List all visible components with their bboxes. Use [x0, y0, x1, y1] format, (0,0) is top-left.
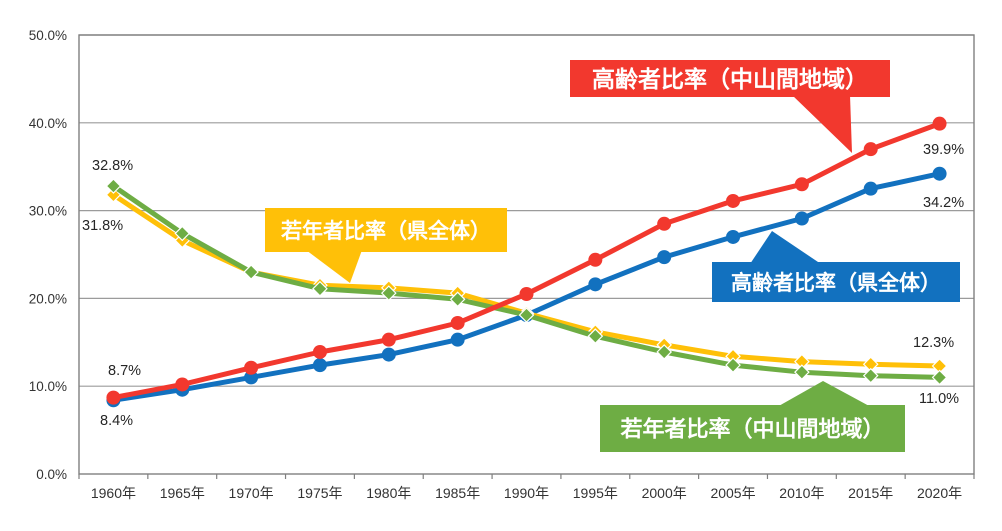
x-axis-label: 2000年: [642, 485, 687, 501]
callout-young-prefecture-pointer: [306, 250, 362, 283]
marker-elderly-ratio-chusankan: [450, 315, 465, 330]
callout-elderly-prefecture-pointer: [750, 231, 821, 264]
marker-elderly-ratio-chusankan: [244, 360, 259, 375]
plot-border: [78, 34, 975, 475]
marker-young-ratio-chusankan: [105, 178, 122, 194]
x-axis-label: 1960年: [91, 485, 136, 501]
marker-young-ratio-chusankan: [312, 280, 328, 297]
x-axis-label: 1980年: [366, 485, 411, 501]
data-label: 11.0%: [919, 391, 959, 407]
callout-elderly-chusankan-box: [570, 60, 890, 97]
marker-elderly-ratio-chusankan: [106, 390, 121, 405]
callout-young-chusankan-pointer: [777, 381, 871, 407]
marker-elderly-ratio-prefecture: [726, 229, 741, 244]
callout-elderly-chusankan-pointer: [792, 95, 852, 153]
callout-young-chusankan-label: 若年者比率（中山間地域）: [620, 417, 884, 442]
data-label: 31.8%: [82, 218, 123, 234]
marker-elderly-ratio-prefecture: [244, 370, 259, 385]
marker-young-ratio-chusankan: [449, 291, 466, 308]
marker-elderly-ratio-chusankan: [657, 216, 672, 231]
marker-elderly-ratio-chusankan: [932, 116, 947, 131]
callout-young-prefecture-label: 若年者比率（県全体）: [280, 219, 491, 243]
marker-young-ratio-chusankan: [862, 367, 879, 384]
x-axis-label: 2015年: [848, 485, 893, 501]
y-axis-label: 20.0%: [29, 291, 67, 306]
marker-elderly-ratio-chusankan: [863, 142, 878, 157]
marker-young-ratio-chusankan: [174, 225, 191, 242]
y-axis-label: 50.0%: [29, 28, 67, 43]
marker-elderly-ratio-chusankan: [381, 332, 396, 347]
x-axis-label: 2005年: [710, 485, 755, 501]
marker-young-ratio-chusankan: [587, 328, 604, 345]
marker-elderly-ratio-prefecture: [932, 166, 947, 181]
marker-elderly-ratio-prefecture: [450, 332, 465, 347]
x-axis-label: 1965年: [160, 485, 205, 501]
y-axis-label: 0.0%: [36, 467, 67, 482]
marker-elderly-ratio-chusankan: [794, 177, 809, 192]
callout-elderly-prefecture-box: [712, 262, 960, 302]
marker-elderly-ratio-chusankan: [519, 287, 534, 302]
callout-young-prefecture-box: [265, 208, 507, 252]
data-label: 8.7%: [108, 363, 141, 379]
data-label: 39.9%: [923, 142, 964, 158]
marker-young-ratio-chusankan: [656, 344, 673, 360]
marker-elderly-ratio-prefecture: [794, 211, 809, 226]
y-axis-label: 10.0%: [29, 379, 67, 394]
marker-elderly-ratio-prefecture: [657, 250, 672, 265]
marker-young-ratio-chusankan: [794, 364, 810, 381]
marker-young-ratio-chusankan: [518, 307, 535, 323]
marker-elderly-ratio-prefecture: [381, 347, 396, 362]
marker-young-ratio-chusankan: [243, 264, 259, 280]
x-axis-label: 1970年: [229, 485, 274, 501]
marker-elderly-ratio-chusankan: [175, 377, 190, 392]
marker-young-ratio-chusankan: [725, 357, 741, 373]
data-label: 12.3%: [913, 335, 954, 351]
x-axis-label: 1995年: [573, 485, 618, 501]
data-label: 32.8%: [92, 158, 133, 174]
x-axis-label: 2010年: [779, 485, 824, 501]
marker-elderly-ratio-chusankan: [726, 193, 741, 208]
marker-elderly-ratio-chusankan: [312, 344, 327, 359]
callout-elderly-chusankan-label: 高齢者比率（中山間地域）: [592, 66, 868, 92]
callout-elderly-prefecture-label: 高齢者比率（県全体）: [731, 271, 941, 295]
x-axis-label: 1990年: [504, 485, 549, 501]
data-label: 8.4%: [100, 413, 133, 429]
marker-young-ratio-chusankan: [931, 369, 948, 386]
callout-young-chusankan-box: [600, 405, 905, 452]
x-axis-label: 1985年: [435, 485, 480, 501]
x-axis-label: 1975年: [297, 485, 342, 501]
marker-elderly-ratio-chusankan: [588, 252, 603, 267]
marker-young-ratio-chusankan: [380, 285, 397, 301]
marker-elderly-ratio-prefecture: [312, 358, 327, 373]
x-axis-label: 2020年: [917, 485, 962, 501]
marker-elderly-ratio-prefecture: [863, 181, 878, 196]
marker-elderly-ratio-prefecture: [588, 277, 603, 292]
data-label: 34.2%: [923, 195, 964, 211]
y-axis-label: 30.0%: [29, 204, 67, 219]
y-axis-label: 40.0%: [29, 116, 67, 131]
